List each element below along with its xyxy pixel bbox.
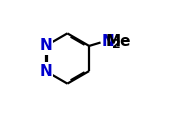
Text: N: N	[39, 64, 52, 79]
Text: 2: 2	[112, 38, 121, 51]
Text: Me: Me	[105, 34, 131, 49]
Text: N: N	[101, 34, 114, 49]
Text: N: N	[39, 38, 52, 53]
